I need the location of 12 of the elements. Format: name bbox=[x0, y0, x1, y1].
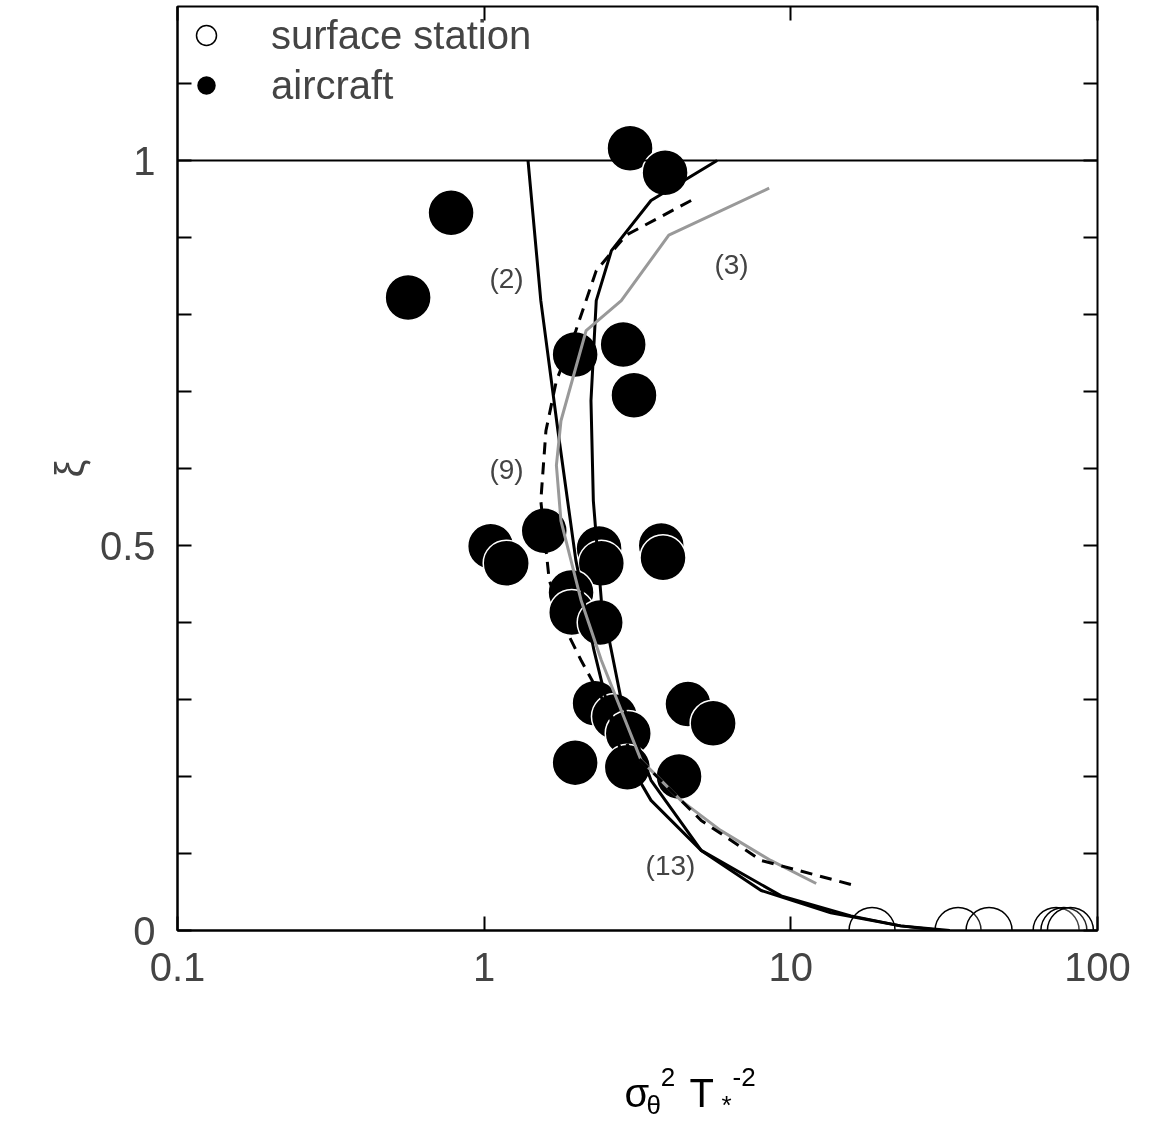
y-axis-title: ξ bbox=[47, 459, 92, 478]
annotation: (3) bbox=[714, 249, 749, 280]
y-tick-label: 1 bbox=[133, 138, 156, 183]
annotation: (2) bbox=[489, 263, 524, 294]
legend-label: aircraft bbox=[271, 62, 394, 108]
legend-label: surface station bbox=[271, 12, 532, 58]
x-tick-label: 10 bbox=[768, 944, 814, 989]
annotation: (9) bbox=[489, 454, 524, 485]
x-tick-label: 1 bbox=[473, 944, 496, 989]
y-tick-label: 0.5 bbox=[99, 523, 156, 568]
x-tick-label: 100 bbox=[1064, 944, 1131, 989]
annotation: (13) bbox=[645, 850, 696, 881]
